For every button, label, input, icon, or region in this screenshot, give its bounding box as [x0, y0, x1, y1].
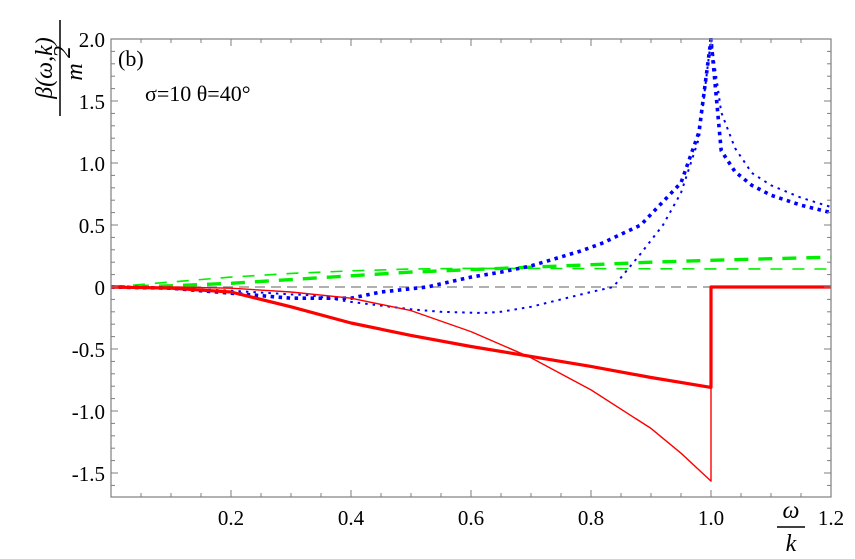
series-blue-thick-dotted	[111, 38, 831, 300]
series-blue-thin-dotted	[111, 38, 831, 314]
x-axis-title: ω k	[777, 498, 805, 557]
y-tick-label: 0	[95, 276, 106, 300]
series-red-thin-solid	[111, 286, 831, 482]
series-green-thick-dashed	[111, 255, 831, 289]
x-axis-title-denominator: k	[786, 531, 797, 557]
x-axis-title-numerator: ω	[783, 498, 800, 524]
y-tick-label: 0.5	[79, 214, 105, 238]
x-tick-label: 0.2	[218, 506, 244, 530]
y-tick-label: 1.0	[79, 152, 105, 176]
y-axis-title-numerator: β(ω,k)	[32, 37, 58, 100]
y-axis-title-exponent: 2	[50, 46, 76, 58]
y-tick-label: 2.0	[79, 28, 105, 52]
panel-label: (b)	[118, 46, 144, 71]
y-axis-title: β(ω,k) m 2	[32, 20, 88, 116]
y-tick-label: -1.5	[72, 462, 105, 486]
plot-area	[111, 38, 831, 482]
x-tick-label: 1.2	[818, 506, 844, 530]
y-axis-title-denominator: m	[62, 63, 88, 80]
axis-ticks: 0.2 0.4 0.6 0.8 1.0 1.2 2.0 1.5 1.0 0.5 0 -0.5 -1.0 -…	[72, 28, 844, 530]
x-tick-label: 0.4	[338, 506, 365, 530]
x-tick-label: 0.8	[578, 506, 604, 530]
y-tick-label: 1.5	[79, 90, 105, 114]
x-tick-label: 1.0	[698, 506, 724, 530]
x-tick-label: 0.6	[458, 506, 484, 530]
series-red-thick-solid	[111, 285, 831, 389]
y-tick-label: -0.5	[72, 338, 105, 362]
parameter-annotation: σ=10 θ=40°	[145, 81, 251, 106]
y-tick-label: -1.0	[72, 400, 105, 424]
